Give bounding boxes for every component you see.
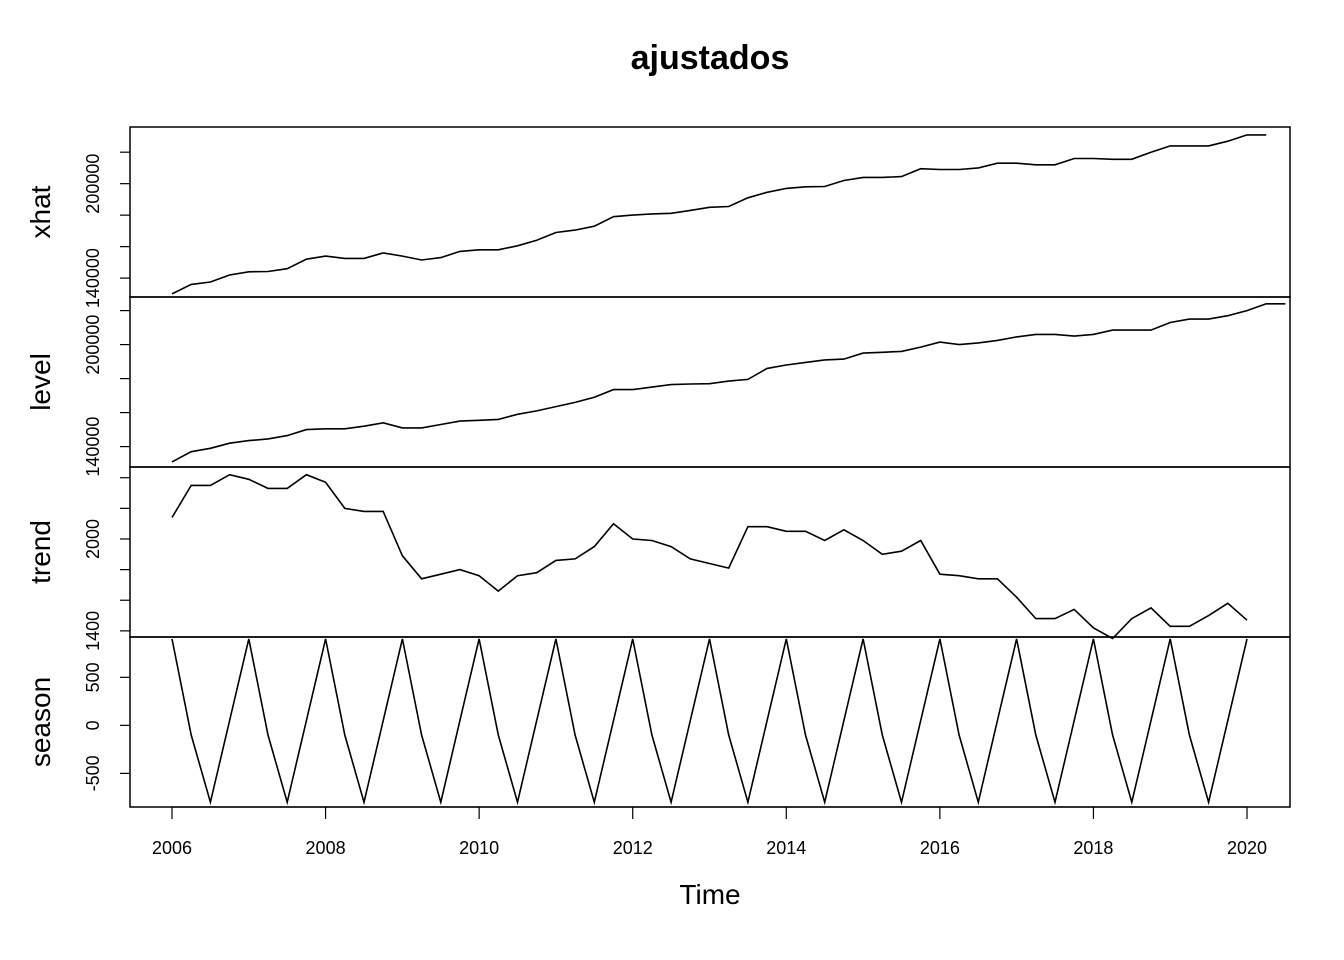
y-axis-label-season: season <box>25 677 56 767</box>
series-line-xhat <box>171 134 1267 295</box>
panel-trend: 1400 2000 trend <box>25 466 1291 651</box>
y-axis-label-xhat: xhat <box>25 185 56 238</box>
panel-frame-xhat <box>129 126 1291 298</box>
x-axis-label: Time <box>679 879 740 910</box>
x-tick-label: 2016 <box>920 838 960 858</box>
y-tick-label-season: 500 <box>83 662 103 692</box>
panel-frame-trend <box>129 466 1291 638</box>
y-tick-label-xhat: 140000 <box>83 248 103 308</box>
x-tick-label: 2010 <box>459 838 499 858</box>
y-axis-label-level: level <box>25 353 56 411</box>
panel-level: 140000 200000 level <box>25 296 1291 477</box>
panel-frame-level <box>129 296 1291 468</box>
x-tick-label: 2012 <box>613 838 653 858</box>
y-tick-label-level: 200000 <box>83 315 103 375</box>
x-tick-label: 2018 <box>1073 838 1113 858</box>
x-axis: 2006 2008 2010 2012 2014 2016 2018 2020 <box>152 806 1267 858</box>
panel-frame-season <box>129 636 1291 808</box>
series-line-season <box>171 638 1248 806</box>
y-tick-label-trend: 1400 <box>83 611 103 651</box>
series-line-level <box>171 302 1286 463</box>
x-tick-label: 2008 <box>306 838 346 858</box>
chart-title: ajustados <box>631 39 790 77</box>
y-tick-label-xhat: 200000 <box>83 154 103 214</box>
y-tick-label-season: -500 <box>83 755 103 791</box>
y-axis-label-trend: trend <box>25 520 56 584</box>
x-tick-label: 2006 <box>152 838 192 858</box>
x-tick-label: 2014 <box>766 838 806 858</box>
y-tick-label-season: 0 <box>83 720 103 730</box>
series-line-trend <box>171 473 1248 640</box>
panel-season: -500 0 500 season <box>25 636 1291 808</box>
y-tick-label-level: 140000 <box>83 417 103 477</box>
y-tick-label-trend: 2000 <box>83 519 103 559</box>
panel-xhat: 140000 200000 xhat <box>25 126 1291 308</box>
panels: 140000 200000 xhat 140000 200000 level 1400 200… <box>25 126 1291 808</box>
x-tick-label: 2020 <box>1227 838 1267 858</box>
